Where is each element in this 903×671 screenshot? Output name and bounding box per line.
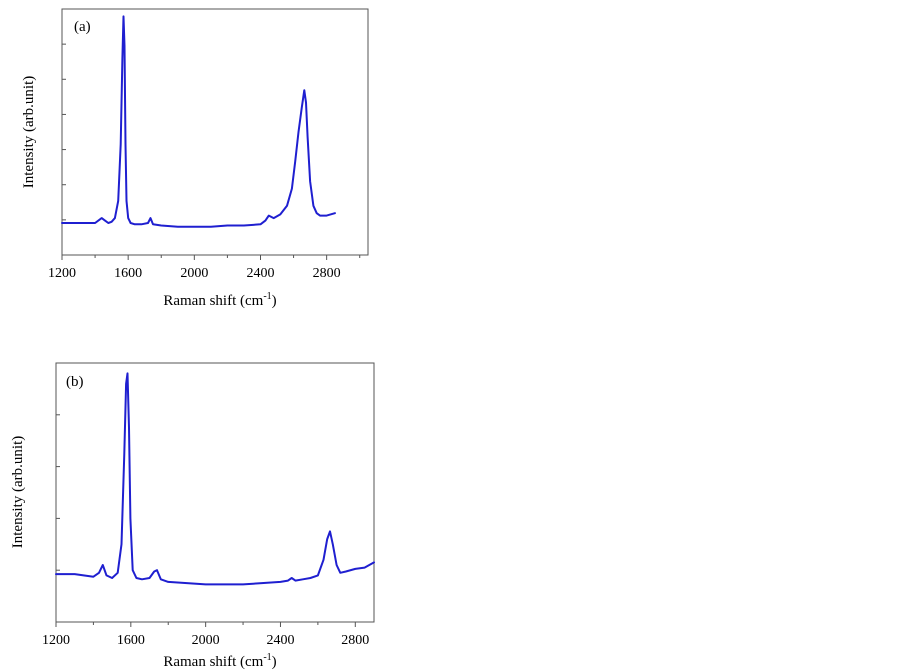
x-tick-label: 1600: [117, 633, 145, 648]
x-tick-label: 2000: [192, 633, 220, 648]
y-axis-label: Intensity (arb.unit): [21, 76, 37, 188]
x-axis-label: Raman shift (cm-1): [163, 652, 276, 670]
x-tick-label: 2400: [266, 633, 294, 648]
x-tick-label: 2800: [341, 633, 369, 648]
x-tick-label: 2800: [313, 266, 341, 281]
spectrum-line: [55, 372, 375, 586]
plot-frame: [55, 362, 375, 623]
x-tick-label: 1200: [48, 266, 76, 281]
x-axis-label: Raman shift (cm-1): [163, 291, 276, 309]
x-tick-label: 2000: [180, 266, 208, 281]
x-tick-label: 2400: [246, 266, 274, 281]
chart-panel-b: 1200 1600 2000 2400 2800 (b) Raman shift (cm-1…: [10, 362, 375, 670]
panel-label: (b): [66, 374, 84, 390]
panel-label: (a): [74, 19, 91, 35]
spectrum-line: [61, 15, 336, 228]
y-axis-label: Intensity (arb.unit): [10, 436, 26, 548]
chart-panel-a: 1200 1600 2000 2400 2800 (a) Raman shift (cm-1…: [21, 8, 369, 309]
x-tick-label: 1600: [114, 266, 142, 281]
x-tick-label: 1200: [42, 633, 70, 648]
plot-frame: [61, 8, 369, 256]
